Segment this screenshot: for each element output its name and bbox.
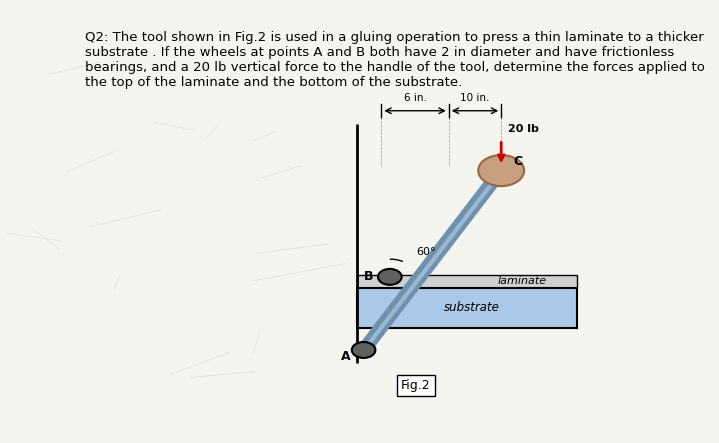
Circle shape — [478, 155, 524, 186]
Text: 20 lb: 20 lb — [508, 124, 539, 134]
Text: Fig.2: Fig.2 — [401, 379, 431, 392]
Text: 10 in.: 10 in. — [460, 93, 490, 103]
Circle shape — [352, 342, 375, 358]
Text: C: C — [513, 155, 522, 168]
Text: laminate: laminate — [498, 276, 547, 286]
Text: 60°: 60° — [416, 247, 436, 257]
Text: Q2: The tool shown in Fig.2 is used in a gluing operation to press a thin lamina: Q2: The tool shown in Fig.2 is used in a… — [85, 31, 705, 89]
Bar — [357, 275, 577, 288]
Text: B: B — [364, 270, 373, 284]
Text: 6 in.: 6 in. — [403, 93, 426, 103]
Bar — [357, 288, 577, 328]
Text: A: A — [341, 350, 350, 363]
Text: substrate: substrate — [444, 301, 500, 315]
Circle shape — [378, 269, 402, 285]
